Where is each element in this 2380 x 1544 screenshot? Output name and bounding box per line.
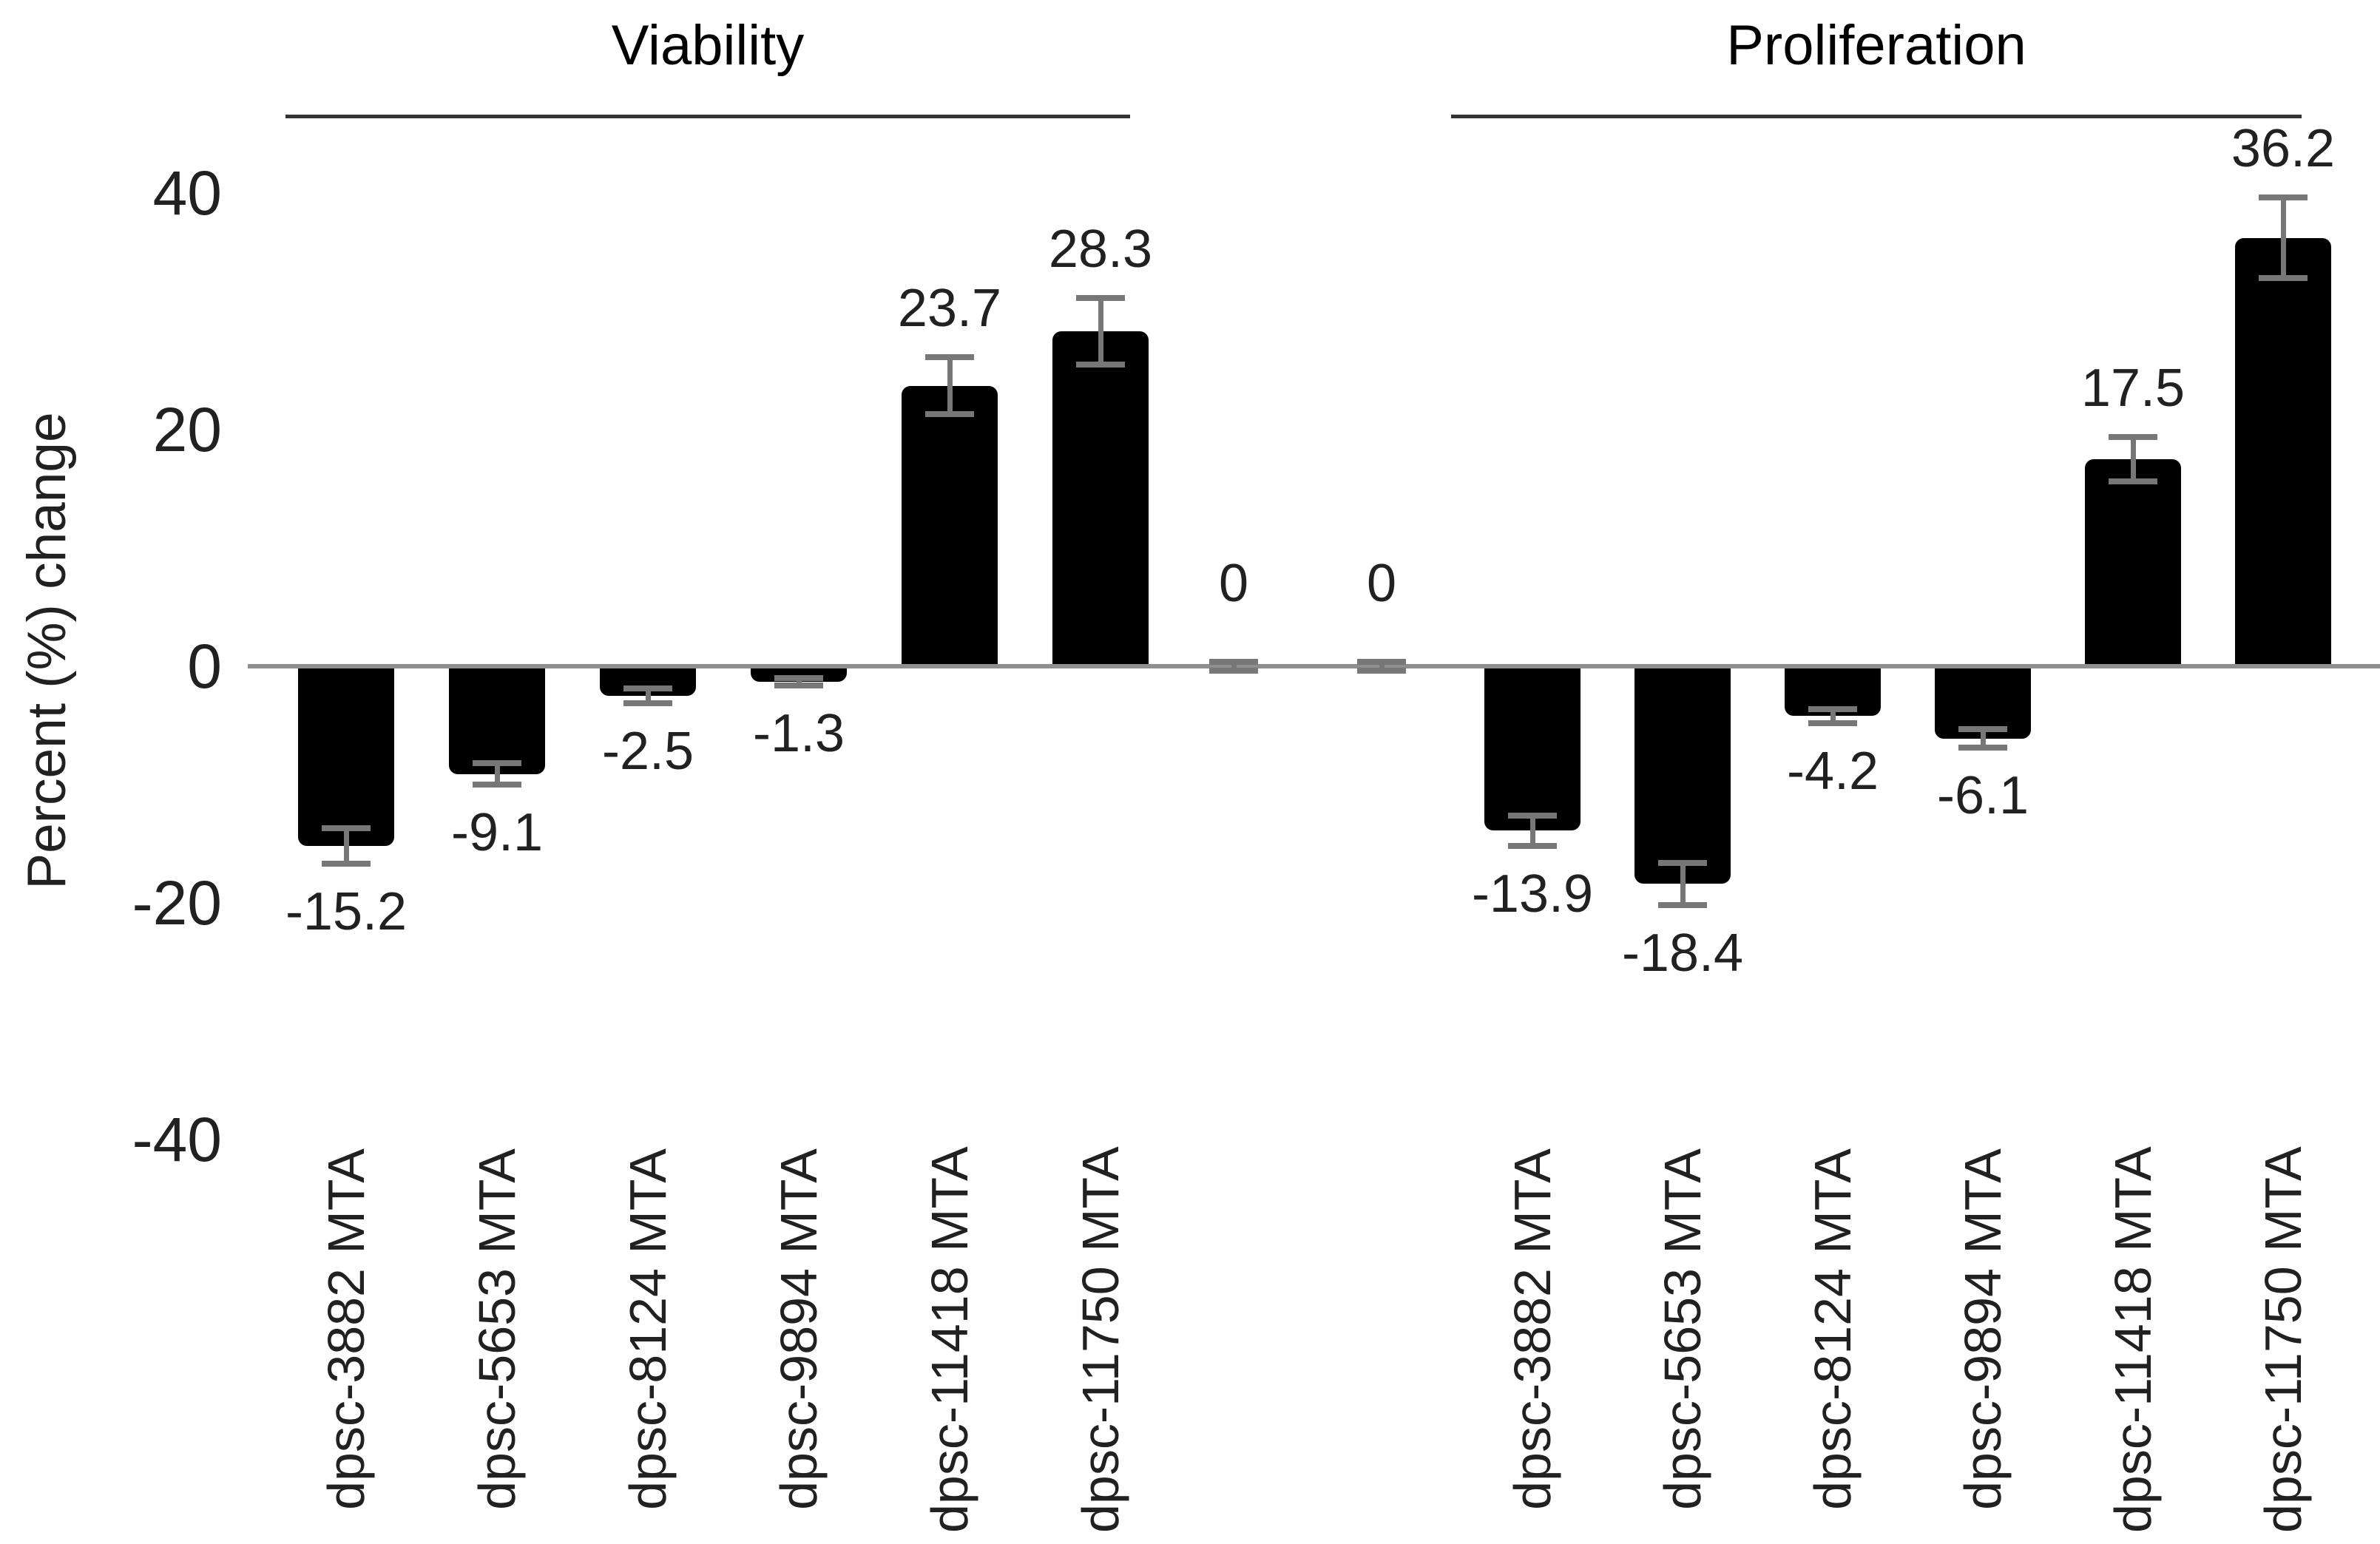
bar (1052, 331, 1149, 666)
error-bar-stem (2131, 436, 2136, 482)
bar-value-label: -6.1 (1936, 766, 2029, 826)
error-bar-cap-top (1658, 859, 1707, 866)
bar-value-label: -18.4 (1621, 924, 1744, 983)
x-category-label: dpsc-11750 MTA (2254, 1146, 2312, 1533)
error-bar-stem (1981, 728, 1986, 748)
bar (1634, 666, 1731, 884)
error-bar-stem (646, 688, 651, 703)
error-bar-stem (1379, 661, 1385, 671)
bar-value-label: -13.9 (1471, 864, 1594, 924)
x-category-label: dpsc-9894 MTA (1954, 1148, 2012, 1510)
bar (1484, 666, 1581, 831)
x-category-label: dpsc-11418 MTA (921, 1146, 978, 1533)
error-bar-cap-bottom (925, 411, 974, 418)
error-bar-cap-top (1209, 658, 1258, 665)
error-bar-cap-top (2259, 194, 2308, 201)
error-bar-cap-top (1357, 658, 1406, 665)
bar (449, 666, 545, 774)
error-bar-stem (947, 357, 953, 415)
group-title-viability: Viability (611, 14, 805, 77)
y-tick-label: 40 (152, 158, 222, 228)
x-category-label: dpsc-5653 MTA (468, 1148, 526, 1510)
error-bar-cap-top (925, 354, 974, 361)
y-tick-label: 20 (152, 394, 222, 464)
error-bar-stem (1098, 298, 1103, 365)
group-title-proliferation: Proliferation (1726, 14, 2026, 77)
x-axis-line (248, 664, 2380, 668)
bar-value-label: 23.7 (897, 279, 1002, 339)
error-bar-cap-top (1808, 705, 1857, 712)
x-category-label: dpsc-11418 MTA (2104, 1146, 2162, 1533)
error-bar-cap-bottom (1357, 668, 1406, 674)
error-bar-cap-top (2109, 433, 2157, 440)
bar-value-label: -4.2 (1786, 741, 1879, 801)
bar (902, 385, 998, 666)
error-bar-stem (1530, 815, 1535, 847)
error-bar-cap-top (774, 675, 823, 681)
error-bar-cap-bottom (1209, 668, 1258, 674)
error-bar-stem (1231, 661, 1237, 671)
error-bar-cap-top (1508, 812, 1557, 819)
error-bar-stem (344, 828, 349, 864)
error-bar-cap-bottom (322, 861, 371, 867)
bar-value-label: 17.5 (2080, 358, 2185, 418)
bar-value-label: 0 (1218, 553, 1249, 613)
error-bar-cap-bottom (1076, 362, 1125, 368)
error-bar-stem (1830, 708, 1836, 723)
error-bar-stem (797, 678, 802, 685)
error-bar-stem (495, 763, 500, 785)
bar-value-label: 36.2 (2231, 119, 2336, 179)
x-category-label: dpsc-3882 MTA (317, 1148, 375, 1510)
error-bar-cap-bottom (2259, 275, 2308, 282)
bar-value-label: 0 (1366, 553, 1397, 613)
bar-value-label: -9.1 (450, 803, 544, 862)
error-bar-cap-top (1076, 295, 1125, 302)
error-bar-stem (2281, 197, 2286, 279)
error-bar-cap-bottom (2109, 478, 2157, 485)
x-category-label: dpsc-5653 MTA (1654, 1148, 1711, 1510)
bar-value-label: -1.3 (752, 703, 845, 763)
y-axis-title: Percent (%) change (17, 412, 77, 890)
x-category-label: dpsc-11750 MTA (1072, 1146, 1129, 1533)
bar-value-label: 28.3 (1048, 220, 1153, 280)
y-tick-label: -40 (132, 1104, 222, 1174)
x-category-label: dpsc-3882 MTA (1504, 1148, 1561, 1510)
group-underline (285, 115, 1130, 118)
error-bar-stem (1680, 862, 1686, 906)
bar-value-label: -15.2 (285, 882, 408, 942)
error-bar-cap-bottom (1958, 745, 2007, 751)
error-bar-cap-bottom (1808, 719, 1857, 726)
bar (298, 666, 394, 847)
y-tick-label: -20 (132, 867, 222, 938)
bar (2235, 237, 2331, 666)
group-underline (1451, 115, 2302, 118)
error-bar-cap-top (322, 825, 371, 832)
error-bar-cap-top (1958, 725, 2007, 732)
x-category-label: dpsc-8124 MTA (619, 1148, 677, 1510)
error-bar-cap-bottom (774, 682, 823, 688)
x-category-label: dpsc-8124 MTA (1804, 1148, 1862, 1510)
x-category-label: dpsc-9894 MTA (770, 1148, 828, 1510)
error-bar-cap-bottom (473, 782, 521, 788)
bar-value-label: -2.5 (601, 721, 694, 781)
error-bar-cap-bottom (1508, 843, 1557, 850)
error-bar-cap-bottom (623, 700, 672, 706)
bar (2085, 459, 2181, 666)
error-bar-cap-top (623, 685, 672, 692)
y-tick-label: 0 (187, 631, 222, 701)
error-bar-cap-top (473, 760, 521, 767)
error-bar-cap-bottom (1658, 902, 1707, 909)
